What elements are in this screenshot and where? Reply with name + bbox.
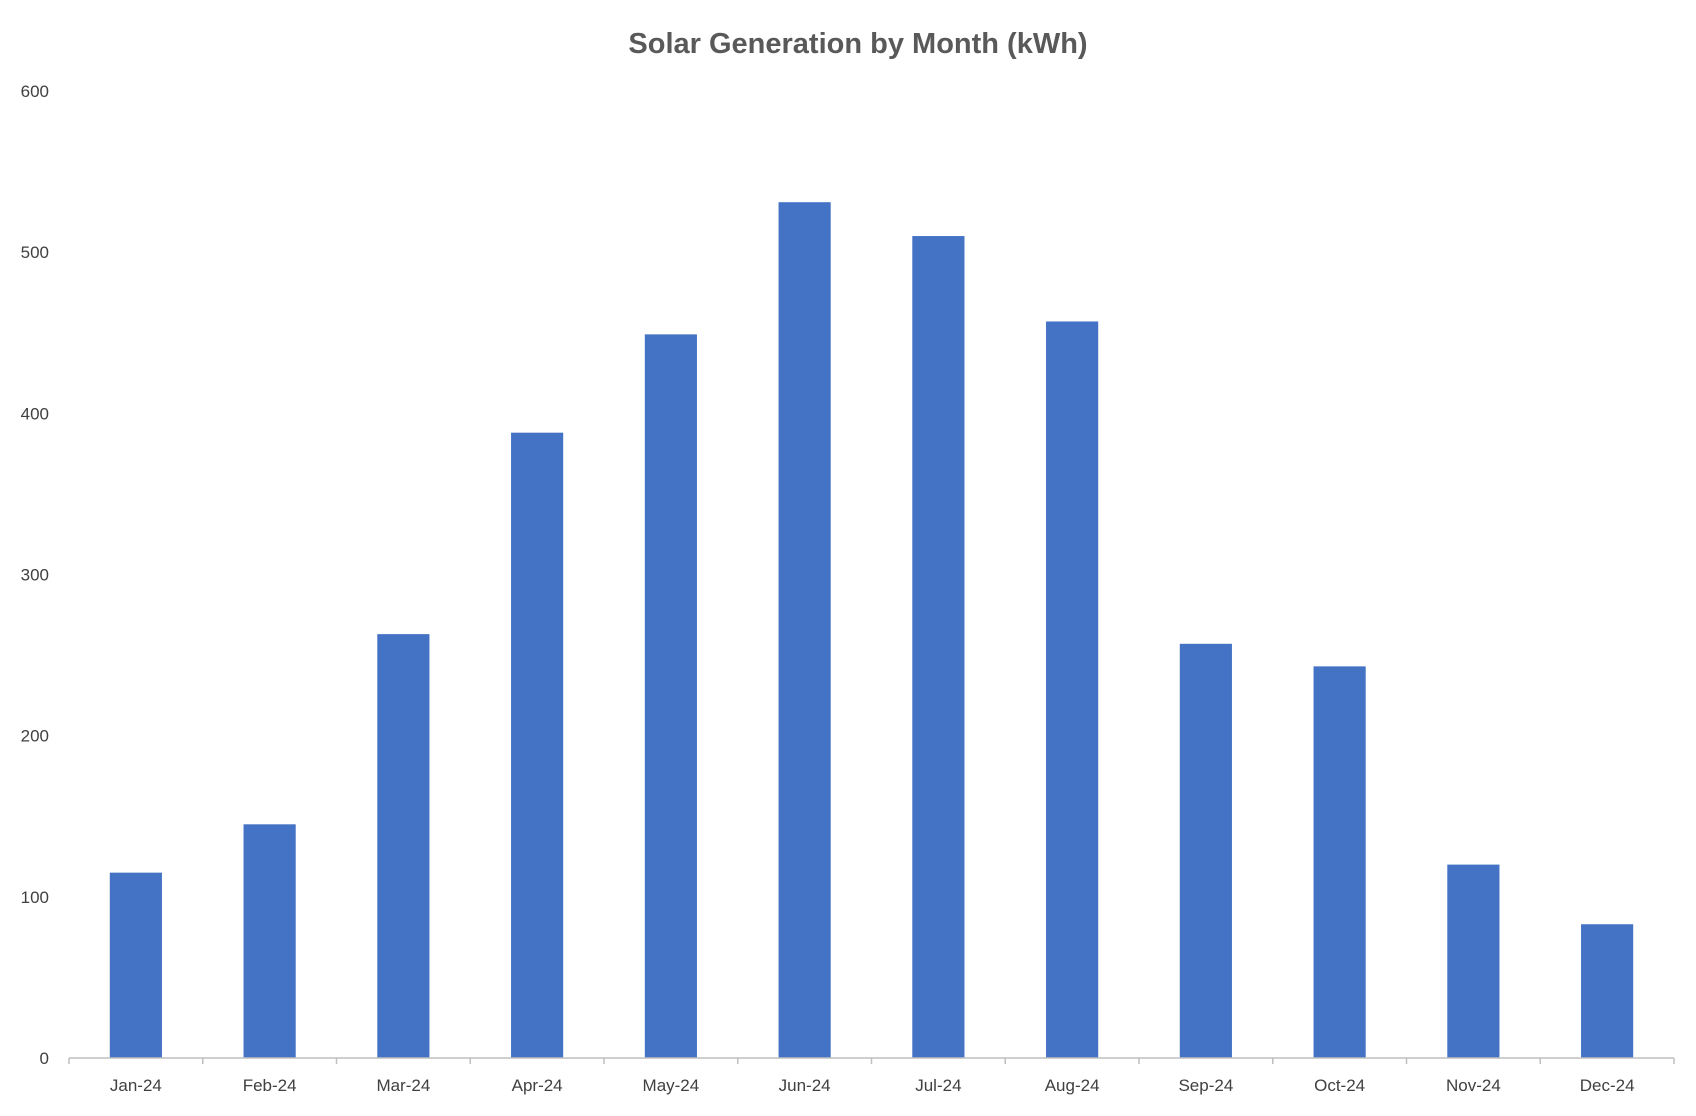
bar-nov-24[interactable] [1447,864,1500,1058]
bar-mar-24[interactable] [377,634,430,1058]
x-tick-label: May-24 [643,1076,700,1095]
x-tick-label: Jun-24 [779,1076,831,1095]
bar-dec-24[interactable] [1581,924,1634,1058]
y-tick-label: 500 [21,243,49,262]
x-tick-label: Dec-24 [1580,1076,1635,1095]
x-axis: Jan-24 Feb-24 Mar-24 Apr-24 May-24 Jun-24 Jul-… [68,1058,1675,1095]
x-tick-label: Apr-24 [512,1076,563,1095]
y-tick-label: 100 [21,888,49,907]
y-axis: 0 100 200 300 400 500 600 [21,82,49,1068]
x-tick-label: Mar-24 [376,1076,430,1095]
y-tick-label: 400 [21,404,49,423]
bar-apr-24[interactable] [511,432,564,1058]
x-tick-label: Jan-24 [110,1076,162,1095]
bar-jul-24[interactable] [912,236,965,1059]
bar-jun-24[interactable] [778,202,831,1058]
bar-jan-24[interactable] [109,872,162,1058]
y-tick-label: 600 [21,82,49,101]
bar-oct-24[interactable] [1313,666,1366,1058]
bar-may-24[interactable] [644,334,697,1058]
x-tick-label: Oct-24 [1314,1076,1365,1095]
x-tick-label: Nov-24 [1446,1076,1501,1095]
y-tick-label: 0 [40,1049,49,1068]
y-tick-label: 300 [21,566,49,585]
bar-sep-24[interactable] [1179,643,1232,1058]
chart-title: Solar Generation by Month (kWh) [628,28,1087,60]
x-tick-label: Jul-24 [915,1076,961,1095]
bar-feb-24[interactable] [243,824,296,1058]
bar-aug-24[interactable] [1046,321,1099,1058]
x-tick-label: Sep-24 [1178,1076,1233,1095]
y-tick-label: 200 [21,727,49,746]
x-tick-label: Aug-24 [1045,1076,1100,1095]
x-tick-label: Feb-24 [243,1076,297,1095]
bar-series [109,202,1634,1059]
